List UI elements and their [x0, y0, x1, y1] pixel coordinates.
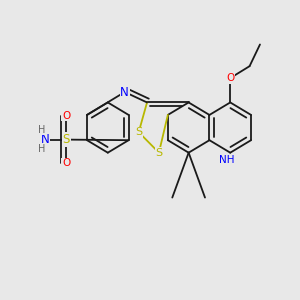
Text: O: O [62, 158, 70, 168]
Text: O: O [62, 111, 70, 121]
Text: N: N [41, 133, 50, 146]
Text: N: N [120, 85, 129, 98]
Text: O: O [226, 73, 234, 83]
Text: S: S [62, 133, 70, 146]
Text: S: S [155, 148, 163, 158]
Text: S: S [135, 127, 142, 137]
Text: H: H [38, 125, 46, 135]
Text: NH: NH [219, 155, 234, 165]
Text: H: H [38, 144, 46, 154]
